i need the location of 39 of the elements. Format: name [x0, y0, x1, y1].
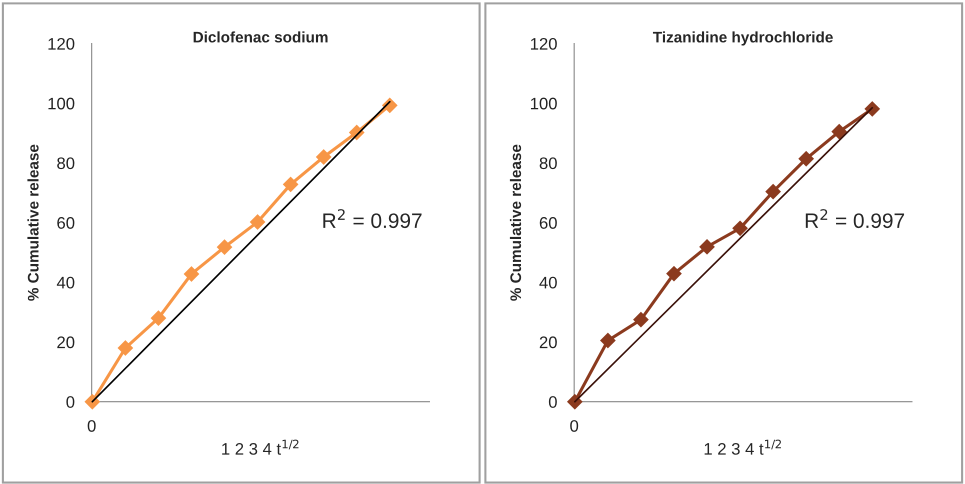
y-tick-label: 80: [540, 157, 557, 170]
y-axis-title: % Cumulative release: [510, 144, 522, 301]
point: [732, 220, 748, 236]
point: [250, 214, 266, 230]
point: [283, 176, 298, 192]
x-axis-title: 1 2 3 4 t$^{1/2}$: [704, 440, 781, 455]
y-tick-label: 60: [540, 217, 557, 229]
y-tick-label: 40: [539, 276, 557, 289]
point: [766, 184, 781, 200]
y-tick-label: 20: [540, 336, 557, 348]
point: [600, 332, 616, 348]
y-tick-label: 100: [530, 98, 557, 110]
y-tick-label: 120: [48, 38, 74, 50]
y-tick-label: 40: [56, 276, 74, 289]
point: [633, 312, 648, 328]
y-tick-label: 100: [48, 98, 74, 110]
chart-title: Tizanidine hydrochloride: [652, 31, 833, 46]
point: [699, 239, 715, 254]
y-tick-label: 0: [548, 396, 557, 408]
chart-title: Diclofenac sodium: [194, 31, 328, 43]
y-tick-label: 60: [57, 217, 74, 229]
point: [832, 124, 847, 140]
point: [150, 310, 166, 326]
annotation: R$^{2}$ = 0.997: [323, 209, 422, 228]
y-axis-title: % Cumulative release: [27, 144, 39, 301]
x-axis-title: 1 2 3 4 t$^{1/2}$: [222, 440, 298, 455]
y-tick-label: 20: [57, 336, 74, 348]
y-tick-label: 80: [57, 157, 74, 170]
y-tick-label: 0: [66, 396, 74, 408]
point: [666, 266, 682, 282]
point: [216, 240, 232, 255]
y-tick-label: 120: [530, 38, 557, 50]
point: [184, 266, 200, 282]
text: 0: [570, 420, 578, 432]
text: 0: [88, 420, 96, 432]
point: [316, 149, 332, 165]
point: [118, 340, 133, 356]
annotation: R$^{2}$ = 0.997: [806, 209, 904, 228]
point: [798, 151, 814, 166]
